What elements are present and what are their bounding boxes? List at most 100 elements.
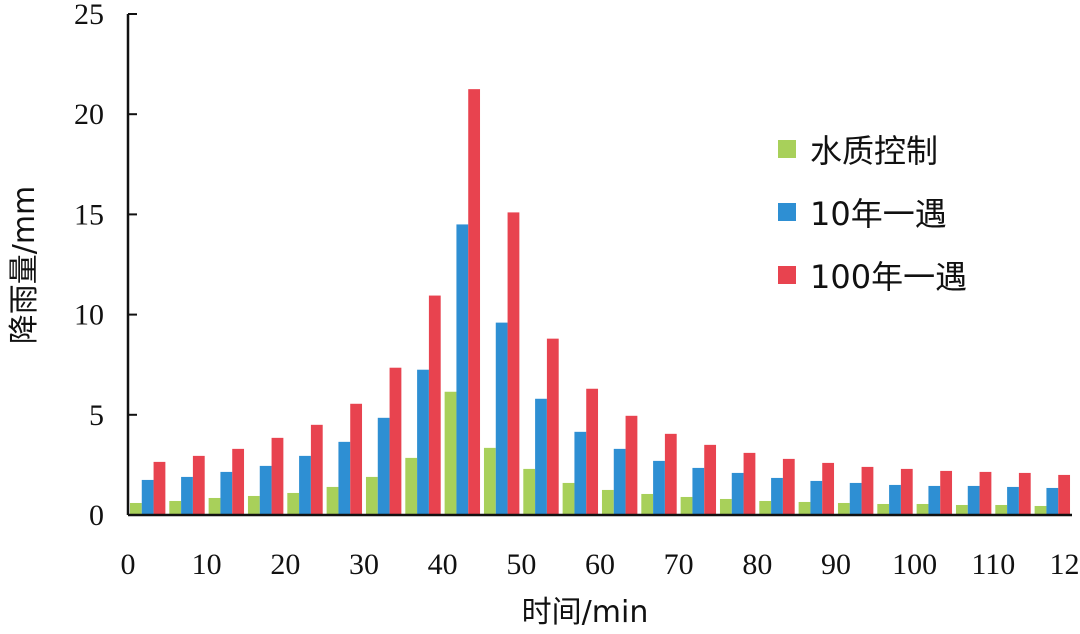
x-tick-label: 30 (349, 548, 379, 581)
bar-series1-t80 (731, 472, 744, 515)
bar-series2-t120 (1058, 474, 1071, 515)
bar-series0-t55 (523, 468, 536, 515)
x-tick-label: 50 (506, 548, 536, 581)
bar-series2-t95 (861, 466, 874, 515)
bar-series2-t70 (664, 433, 677, 515)
legend: 水质控制 10年一遇 100年一遇 (778, 132, 967, 296)
bar-series1-t35 (377, 417, 390, 515)
bar-series1-t115 (1007, 486, 1019, 515)
bars-group (129, 89, 1071, 516)
bar-series1-t45 (456, 224, 469, 516)
y-ticks-group: 0 5 10 15 20 25 (74, 0, 137, 532)
axes-group (126, 14, 1072, 517)
bar-series0-t50 (483, 447, 496, 515)
bar-series1-t85 (771, 477, 783, 515)
bar-series2-t15 (232, 448, 245, 515)
bar-series0-t75 (680, 496, 693, 515)
bar-series1-t110 (967, 485, 980, 515)
bar-series2-t35 (389, 367, 402, 515)
bar-series1-t100 (889, 484, 901, 515)
bar-series2-t115 (1018, 472, 1031, 515)
bar-series1-t15 (220, 471, 233, 515)
legend-label-100-year: 100年一遇 (810, 258, 967, 296)
x-tick-label: 90 (821, 548, 851, 581)
bar-series1-t55 (535, 398, 547, 515)
x-tick-label: 40 (428, 548, 458, 581)
bar-series0-t115 (995, 504, 1008, 515)
bar-series0-t70 (641, 493, 654, 515)
bar-series0-t105 (916, 503, 929, 515)
bar-series1-t50 (495, 322, 508, 515)
bar-series1-t60 (574, 431, 587, 515)
bar-series1-t70 (653, 460, 665, 515)
y-tick-label: 15 (74, 198, 104, 231)
bar-series0-t65 (601, 489, 614, 515)
bar-series2-t105 (940, 470, 953, 515)
bar-series0-t60 (562, 482, 575, 515)
bar-series0-t30 (326, 486, 339, 515)
bar-series2-t80 (743, 452, 756, 515)
bar-series1-t105 (928, 485, 941, 515)
bar-series0-t100 (877, 503, 890, 515)
x-tick-label: 60 (585, 548, 615, 581)
bar-series2-t40 (428, 295, 441, 515)
bar-series1-t10 (181, 476, 193, 515)
y-axis-title: 降雨量/mm (7, 186, 42, 345)
x-ticks-group: 0 10 20 30 40 50 60 70 80 90 100 110 120 (121, 548, 1080, 581)
bar-series0-t95 (837, 502, 850, 515)
bar-series1-t120 (1046, 487, 1059, 515)
y-tick-label: 5 (89, 399, 104, 432)
bar-series1-t5 (141, 479, 154, 515)
legend-swatch-100-year (778, 266, 796, 284)
bar-series1-t90 (810, 480, 823, 515)
legend-label-water-quality: 水质控制 (810, 132, 938, 170)
y-tick-label: 25 (74, 0, 104, 31)
bar-series2-t10 (192, 455, 205, 515)
bar-series1-t95 (849, 482, 862, 515)
bar-series2-t90 (822, 462, 835, 515)
x-tick-label: 100 (892, 548, 937, 581)
x-tick-label: 80 (742, 548, 772, 581)
bar-series0-t45 (444, 391, 457, 515)
bar-series2-t30 (350, 403, 363, 515)
bar-series2-t75 (704, 444, 717, 515)
bar-series0-t80 (719, 498, 732, 515)
legend-swatch-10-year (778, 203, 796, 221)
bar-series0-t15 (208, 497, 221, 515)
bar-series1-t65 (613, 448, 626, 515)
bar-series1-t75 (692, 467, 705, 515)
bar-series0-t35 (365, 476, 378, 515)
bar-series0-t90 (798, 501, 811, 515)
legend-swatch-water-quality (778, 140, 796, 158)
x-tick-label: 20 (270, 548, 300, 581)
bar-series1-t25 (299, 455, 311, 515)
bar-series2-t60 (586, 388, 599, 515)
bar-series1-t30 (338, 441, 351, 515)
bar-series0-t25 (287, 492, 300, 515)
bar-series2-t20 (271, 437, 284, 515)
bar-series2-t25 (310, 424, 323, 515)
y-tick-label: 20 (74, 98, 104, 131)
bar-series2-t65 (625, 415, 638, 515)
bar-series2-t5 (153, 461, 166, 515)
x-tick-label: 70 (664, 548, 694, 581)
x-tick-label: 10 (192, 548, 222, 581)
bar-series1-t20 (259, 465, 272, 515)
x-tick-label: 0 (121, 548, 136, 581)
bar-series0-t20 (247, 495, 260, 515)
bar-series2-t55 (546, 338, 559, 515)
bar-series2-t110 (979, 471, 992, 515)
bar-series1-t40 (417, 369, 429, 515)
legend-label-10-year: 10年一遇 (810, 195, 947, 233)
bar-series0-t120 (1034, 505, 1047, 515)
x-axis-title: 时间/min (522, 595, 649, 630)
bar-series2-t100 (900, 468, 913, 515)
bar-series0-t85 (759, 500, 772, 515)
y-tick-label: 10 (74, 299, 104, 332)
bar-series0-t5 (129, 502, 142, 515)
y-tick-label: 0 (89, 499, 104, 532)
bar-series2-t45 (468, 89, 481, 516)
x-tick-label: 120 (1050, 548, 1080, 581)
bar-series2-t50 (507, 212, 520, 515)
